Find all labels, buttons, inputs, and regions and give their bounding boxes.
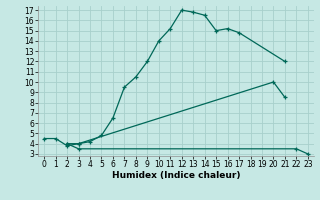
X-axis label: Humidex (Indice chaleur): Humidex (Indice chaleur) [112, 171, 240, 180]
